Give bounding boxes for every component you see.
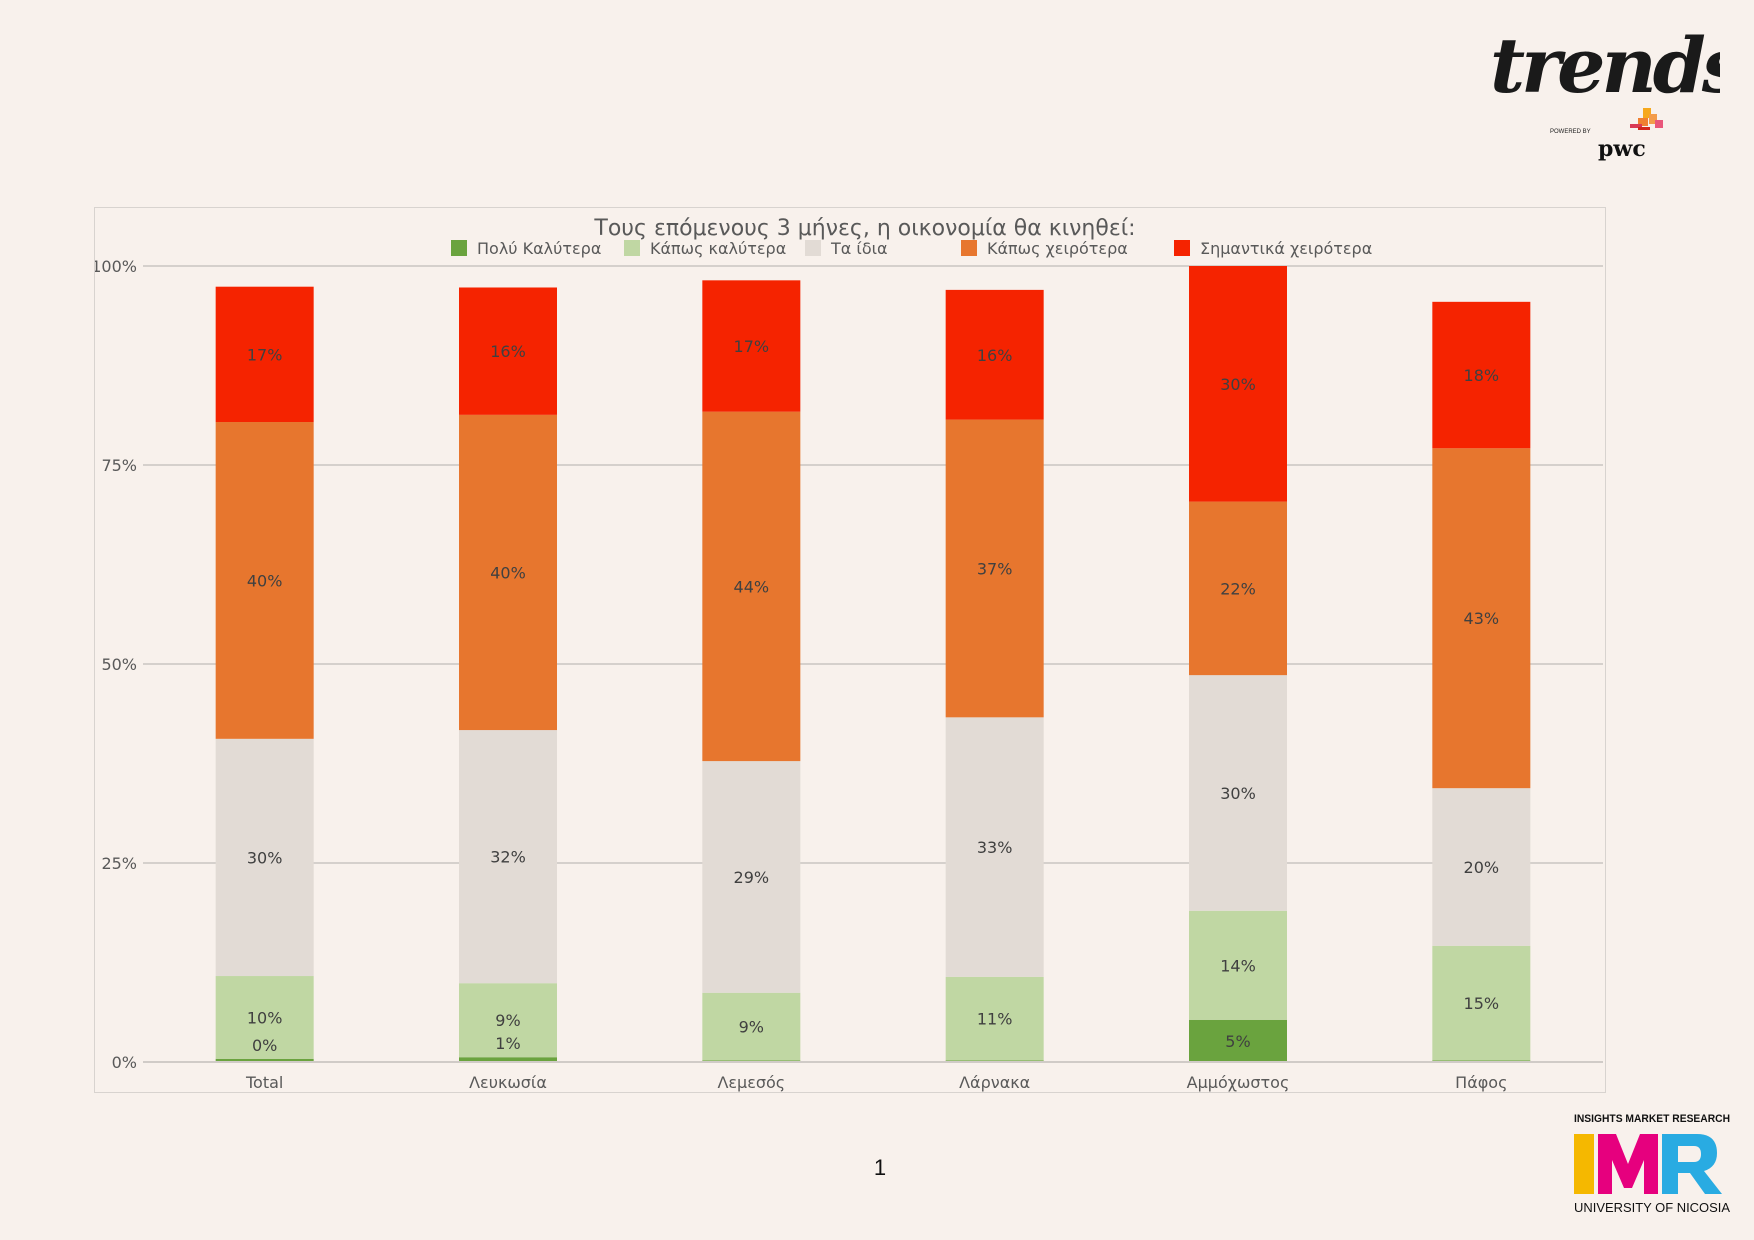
data-label: 11% (977, 1010, 1013, 1029)
bar-segment (945, 976, 1044, 1061)
chart-title: Τους επόμενους 3 μήνες, η οικονομία θα κ… (593, 216, 1135, 241)
page-number: 1 (873, 1155, 887, 1180)
legend-swatch (624, 240, 640, 256)
y-tick-label: 75% (101, 456, 137, 475)
trends-wordmark: trends (1490, 21, 1720, 110)
bar-segment (1189, 501, 1287, 676)
bar-segment (945, 289, 1044, 420)
x-tick-label: Λευκωσία (469, 1073, 547, 1092)
legend-swatch (451, 240, 467, 256)
x-tick-label: Λάρνακα (959, 1073, 1030, 1092)
data-label: 30% (247, 848, 283, 867)
stacked-bar-chart: Τους επόμενους 3 μήνες, η οικονομία θα κ… (95, 216, 1603, 1092)
data-label: 18% (1464, 366, 1500, 385)
x-tick-label: Total (245, 1073, 283, 1092)
data-label: 32% (490, 848, 526, 867)
data-label: 14% (1220, 956, 1256, 975)
bar-segment (702, 761, 801, 993)
x-tick-label: Αμμόχωστος (1187, 1073, 1290, 1092)
data-label: 0% (252, 1036, 277, 1055)
legend-label: Τα ίδια (830, 239, 888, 258)
data-label: 22% (1220, 579, 1256, 598)
legend-label: Κάπως καλύτερα (650, 239, 786, 258)
data-label: 16% (490, 342, 526, 361)
bar-segment (459, 730, 557, 984)
data-label: 17% (734, 337, 770, 356)
chart-frame: Τους επόμενους 3 μήνες, η οικονομία θα κ… (94, 207, 1606, 1093)
data-label: 44% (734, 577, 770, 596)
y-tick-label: 25% (101, 854, 137, 873)
pwc-wordmark: pwc (1598, 136, 1646, 162)
data-label: 16% (977, 346, 1013, 365)
bar-segment (459, 414, 557, 731)
y-tick-label: 50% (101, 655, 137, 674)
bar-segment (1189, 910, 1287, 1020)
y-axis: 0% 25% 50% 75% 100% (95, 257, 137, 1072)
legend-label: Σημαντικά χειρότερα (1200, 239, 1372, 258)
bar-segment (1432, 945, 1531, 1061)
data-label: 43% (1464, 609, 1500, 628)
imr-logo: INSIGHTS MARKET RESEARCH UNIVERSITY OF N… (1574, 1113, 1731, 1215)
y-tick-label: 0% (112, 1053, 137, 1072)
bar-segment (215, 1058, 314, 1062)
data-label: 1% (495, 1034, 520, 1053)
data-label: 15% (1464, 994, 1500, 1013)
x-tick-label: Λεμεσός (717, 1073, 785, 1092)
data-label: 40% (247, 571, 283, 590)
data-label: 29% (734, 868, 770, 887)
bar-segment (1432, 301, 1531, 449)
bar-segment (1189, 675, 1287, 911)
bar-segment (702, 992, 801, 1061)
bar-segment (702, 411, 801, 762)
bars (215, 266, 1531, 1062)
data-label: 30% (1220, 375, 1256, 394)
bar-segment (1189, 266, 1287, 502)
bar-segment (945, 717, 1044, 977)
data-label: 17% (247, 345, 283, 364)
data-label: 5% (1225, 1032, 1250, 1051)
data-label: 30% (1220, 784, 1256, 803)
data-label: 10% (247, 1008, 283, 1027)
data-label: 9% (739, 1018, 764, 1037)
x-tick-label: Πάφος (1455, 1073, 1507, 1092)
pwc-blocks-icon (1630, 108, 1663, 130)
bar-segment (1432, 448, 1531, 789)
bar-segment (1432, 788, 1531, 946)
bar-segment (459, 983, 557, 1058)
data-label: 33% (977, 838, 1013, 857)
data-labels: 0% 10% 30% 40% 17% 1% 9% 32% 40% 16% 9% 29% 44% 17% 11… (247, 337, 1499, 1055)
bar-segment (215, 976, 314, 1059)
data-label: 40% (490, 563, 526, 582)
trends-pwc-logo: trends POWERED BY pwc (1490, 21, 1720, 162)
bar-segment (945, 419, 1044, 718)
data-label: 37% (977, 559, 1013, 578)
imr-bottom-text: UNIVERSITY OF NICOSIA (1574, 1201, 1731, 1215)
legend-label: Κάπως χειρότερα (987, 239, 1128, 258)
bar-segment (1189, 1019, 1287, 1062)
data-label: 9% (495, 1011, 520, 1030)
imr-top-text: INSIGHTS MARKET RESEARCH (1574, 1113, 1730, 1125)
bar-segment (215, 286, 314, 423)
chart-legend: Πολύ Καλύτερα Κάπως καλύτερα Τα ίδια Κάπως … (451, 239, 1372, 258)
y-tick-label: 100% (95, 257, 137, 276)
data-label: 20% (1464, 858, 1500, 877)
x-axis: Total Λευκωσία Λεμεσός Λάρνακα Αμμόχωστος Πάφ… (143, 1061, 1603, 1092)
bar-segment (215, 422, 314, 739)
bar-segment (702, 280, 801, 412)
bar-segment (459, 1057, 557, 1062)
bar-segment (459, 287, 557, 415)
legend-label: Πολύ Καλύτερα (477, 239, 601, 258)
imr-mark-icon (1574, 1134, 1722, 1194)
legend-swatch (805, 240, 821, 256)
bar-segment (215, 738, 314, 977)
legend-swatch (961, 240, 977, 256)
legend-swatch (1174, 240, 1190, 256)
gridlines (143, 265, 1603, 1063)
powered-by-text: POWERED BY (1550, 129, 1591, 135)
